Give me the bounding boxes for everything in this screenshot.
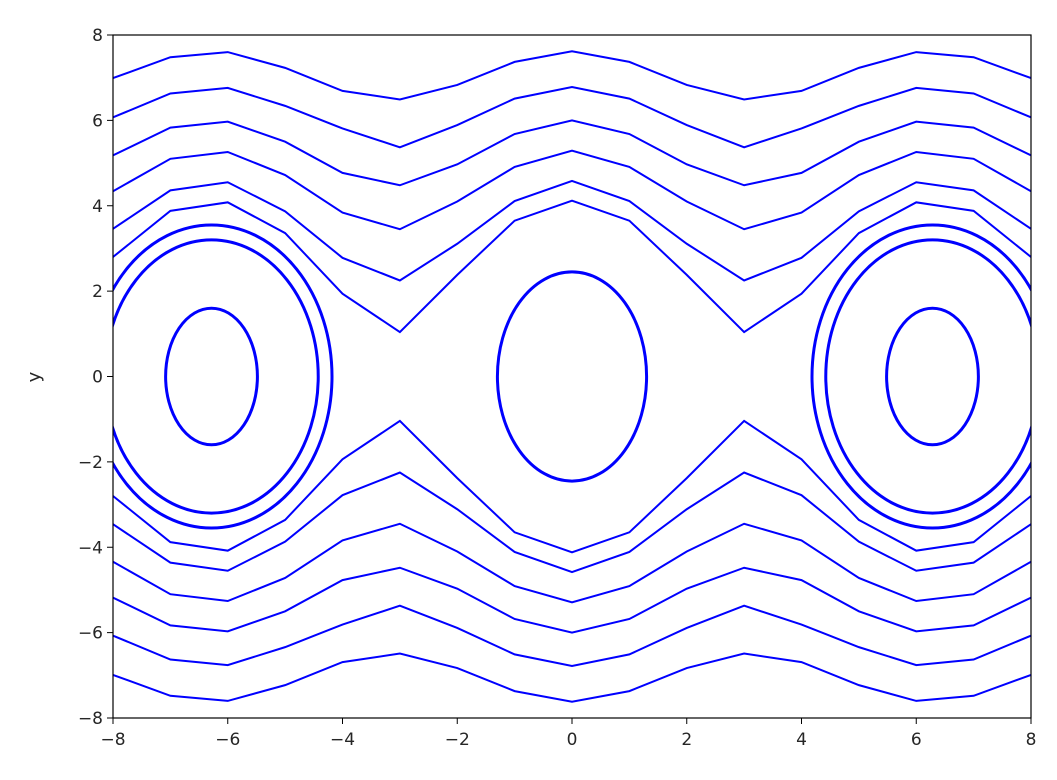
- trajectory-line: [113, 652, 1031, 703]
- x-tick-label: 2: [681, 730, 692, 750]
- closed-orbit: [113, 238, 320, 515]
- trajectory-line: [113, 522, 1031, 604]
- trajectory-line: [113, 149, 1031, 231]
- y-tick-label: −2: [78, 453, 103, 473]
- x-tick-label: 8: [1026, 730, 1037, 750]
- plot-frame: [112, 34, 1032, 719]
- trajectory-line: [113, 179, 1031, 282]
- y-tick-label: 4: [92, 197, 103, 217]
- closed-orbit: [164, 306, 259, 447]
- y-tick-label: 8: [92, 26, 103, 46]
- trajectory-line: [113, 604, 1031, 667]
- x-tick-label: 0: [567, 730, 578, 750]
- y-tick-label: −4: [78, 538, 103, 558]
- closed-orbit: [113, 223, 334, 530]
- y-axis-label: y: [24, 371, 45, 382]
- x-axis: −8 −6 −4 −2 0 2 4 6 8: [100, 718, 1036, 750]
- x-tick-label: 6: [911, 730, 922, 750]
- trajectory-line: [113, 50, 1031, 101]
- trajectory-line: [113, 471, 1031, 574]
- x-axis-label: x: [567, 774, 578, 780]
- closed-orbit: [824, 238, 1031, 515]
- trajectory-line: [113, 119, 1031, 187]
- y-tick-label: 0: [92, 368, 103, 388]
- trajectories: [113, 50, 1031, 703]
- trajectory-line: [113, 566, 1031, 634]
- y-tick-label: 2: [92, 282, 103, 302]
- x-tick-label: −6: [215, 730, 240, 750]
- closed-orbit: [885, 306, 980, 447]
- trajectory-line: [113, 86, 1031, 149]
- trajectory-line: [113, 419, 1031, 554]
- x-tick-label: −8: [100, 730, 125, 750]
- y-tick-label: 6: [92, 111, 103, 131]
- closed-orbit: [495, 270, 649, 483]
- x-tick-label: −2: [445, 730, 470, 750]
- trajectory-line: [113, 199, 1031, 334]
- x-tick-label: −4: [330, 730, 355, 750]
- y-tick-label: −6: [78, 624, 103, 644]
- x-tick-label: 4: [796, 730, 807, 750]
- y-axis: −8 −6 −4 −2 0 2 4 6 8: [78, 26, 113, 729]
- closed-orbit: [810, 223, 1031, 530]
- y-tick-label: −8: [78, 709, 103, 729]
